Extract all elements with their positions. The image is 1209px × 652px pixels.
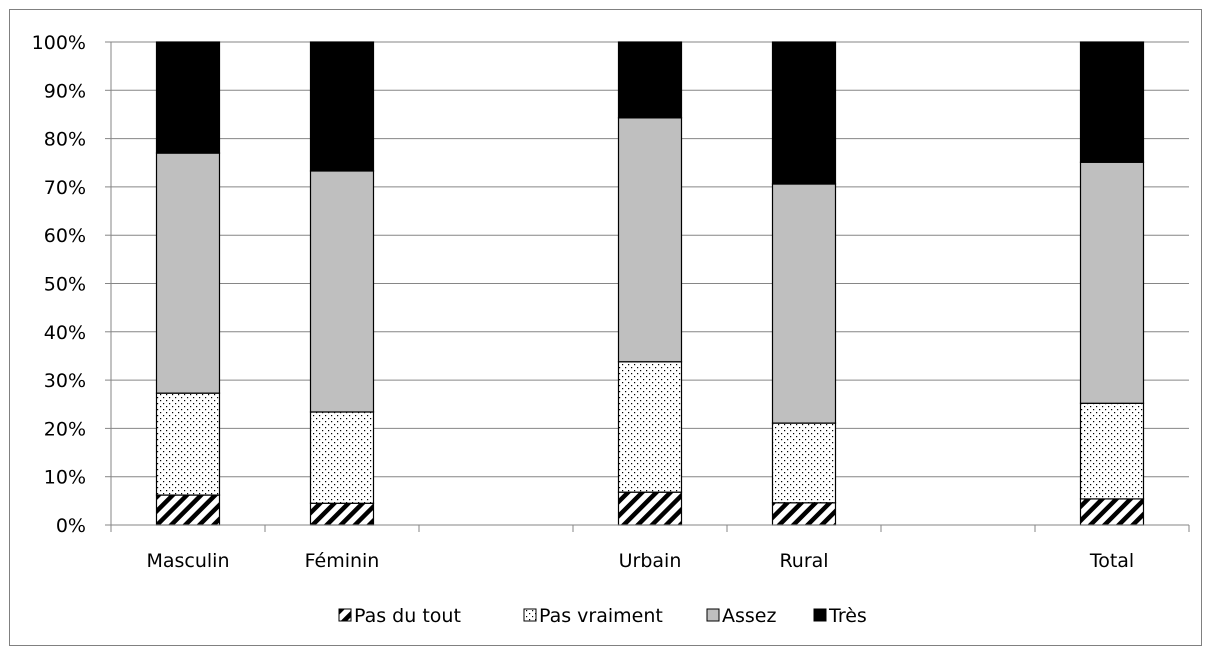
bar-segment-pas-vraiment-4 — [771, 422, 837, 504]
x-category-label: Urbain — [619, 550, 682, 572]
bar-segment-pas-du-tout-0 — [155, 494, 221, 526]
bar-segment-assez-0 — [155, 152, 221, 394]
legend-label: Pas vraiment — [539, 605, 663, 627]
legend-swatch-pas-vraiment — [523, 608, 537, 622]
bar-segment-tr-s-3 — [617, 41, 683, 119]
bar-segment-assez-1 — [309, 170, 375, 413]
x-axis — [105, 41, 1190, 532]
y-tick-label: 10% — [44, 467, 86, 489]
y-tick-label: 70% — [44, 177, 86, 199]
legend: Pas du tout Pas vraiment Assez Très — [338, 605, 867, 627]
bar-segment-assez-4 — [771, 183, 837, 424]
x-category-label: Total — [1089, 550, 1134, 572]
bar-segment-assez-6 — [1079, 161, 1145, 404]
bar-segment-pas-vraiment-0 — [155, 392, 221, 496]
y-tick-label: 20% — [44, 418, 86, 440]
bar-segment-tr-s-4 — [771, 41, 837, 185]
bar-segment-tr-s-0 — [155, 41, 221, 154]
bar-segment-pas-du-tout-1 — [309, 502, 375, 526]
y-tick-label: 60% — [44, 225, 86, 247]
x-category-label: Masculin — [146, 550, 229, 572]
y-tick-label: 100% — [32, 32, 86, 54]
legend-label: Assez — [722, 605, 776, 627]
y-tick-label: 40% — [44, 322, 86, 344]
bar-segment-tr-s-1 — [309, 41, 375, 172]
legend-swatch-tr-s — [813, 608, 827, 622]
legend-label: Très — [828, 605, 867, 627]
bar-stacks — [155, 41, 1145, 526]
bar-segment-pas-du-tout-4 — [771, 502, 837, 526]
bar-segment-pas-du-tout-6 — [1079, 498, 1145, 526]
legend-swatch-assez — [706, 608, 720, 622]
bar-segment-tr-s-6 — [1079, 41, 1145, 163]
y-tick-label: 50% — [44, 274, 86, 296]
y-tick-label: 0% — [56, 515, 86, 537]
bar-segment-pas-du-tout-3 — [617, 491, 683, 526]
y-tick-label: 30% — [44, 370, 86, 392]
y-tick-label: 80% — [44, 129, 86, 151]
bar-segment-assez-3 — [617, 117, 683, 363]
bar-segment-pas-vraiment-6 — [1079, 402, 1145, 500]
bar-segment-pas-vraiment-1 — [309, 411, 375, 504]
y-axis-tick-labels: 0% 10% 20% 30% 40% 50% 60% 70% 80% 90% 100% — [32, 32, 86, 537]
legend-swatch-pas-du-tout — [338, 608, 352, 622]
x-axis-category-labels: Masculin Féminin Urbain Rural Total — [146, 550, 1134, 572]
legend-label: Pas du tout — [354, 605, 461, 627]
y-tick-label: 90% — [44, 80, 86, 102]
x-category-label: Féminin — [305, 550, 380, 572]
bar-segment-pas-vraiment-3 — [617, 361, 683, 493]
x-category-label: Rural — [779, 550, 828, 572]
